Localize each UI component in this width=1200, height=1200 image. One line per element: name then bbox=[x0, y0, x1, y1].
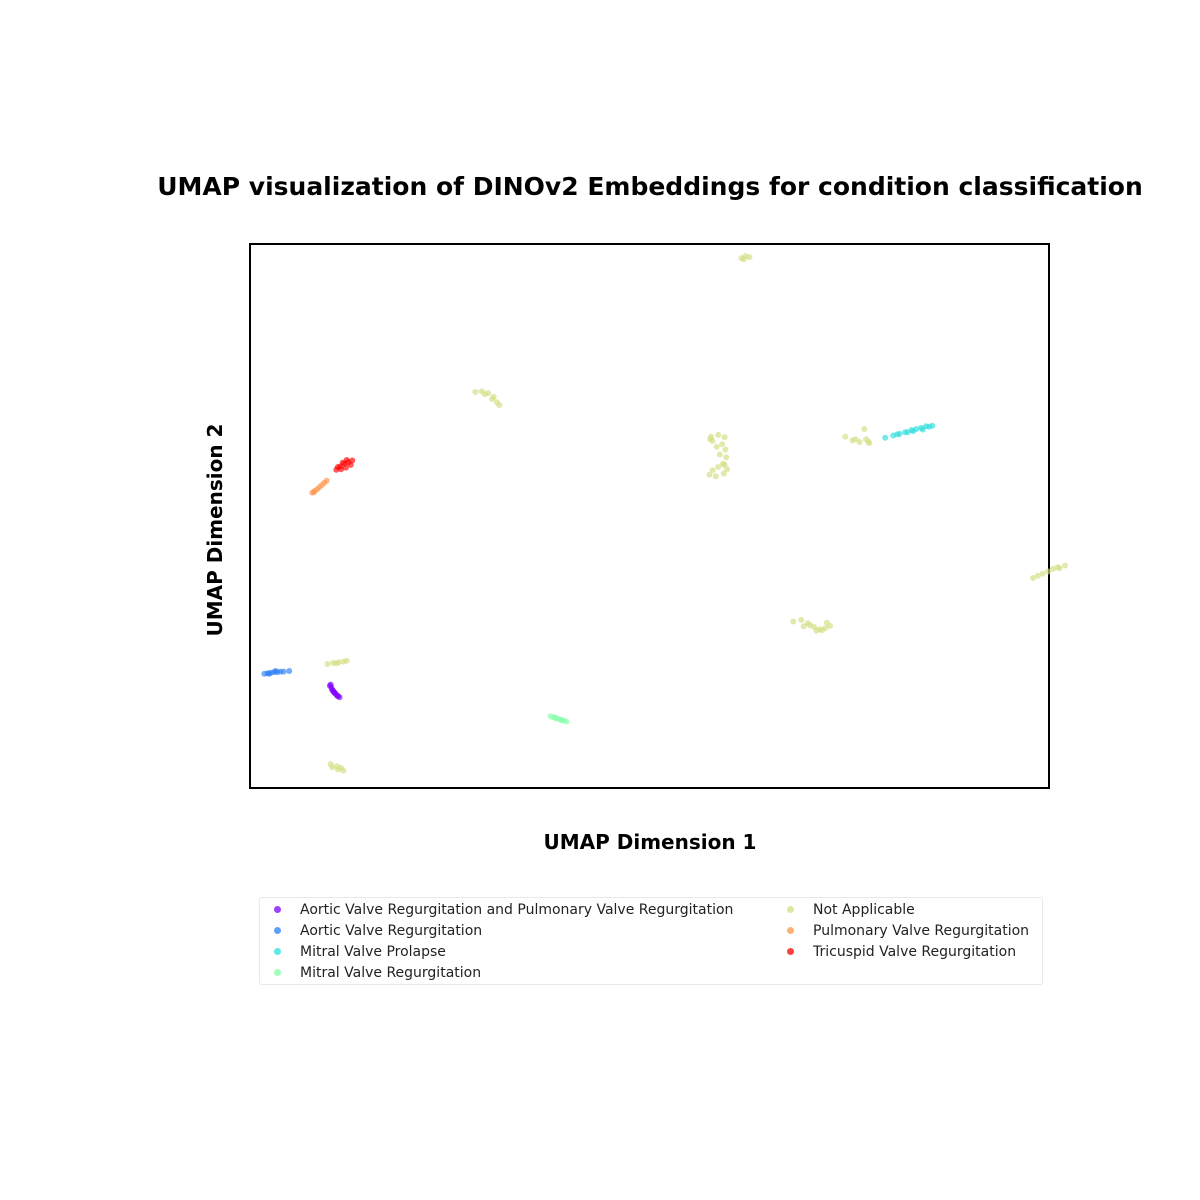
scatter-point-series-4 bbox=[790, 618, 797, 625]
scatter-point-series-2 bbox=[894, 431, 901, 438]
scatter-point-series-2 bbox=[882, 434, 889, 441]
scatter-point-series-6 bbox=[347, 461, 354, 468]
legend-item: Aortic Valve Regurgitation bbox=[260, 920, 482, 941]
legend-item: Mitral Valve Regurgitation bbox=[260, 962, 481, 983]
scatter-point-series-4 bbox=[721, 434, 728, 441]
scatter-point-series-4 bbox=[746, 254, 753, 261]
scatter-point-series-4 bbox=[1050, 565, 1056, 572]
scatter-point-series-4 bbox=[1030, 575, 1036, 581]
scatter-point-series-6 bbox=[342, 464, 349, 471]
legend-item: Tricuspid Valve Regurgitation bbox=[773, 941, 1016, 962]
scatter-point-series-4 bbox=[865, 438, 872, 445]
legend-marker bbox=[274, 906, 281, 913]
scatter-point-series-5 bbox=[310, 489, 317, 496]
chart-title: UMAP visualization of DINOv2 Embeddings … bbox=[157, 172, 1143, 201]
scatter-point-series-2 bbox=[919, 426, 926, 433]
scatter-point-series-4 bbox=[719, 441, 726, 448]
legend: Aortic Valve Regurgitation and Pulmonary… bbox=[259, 897, 1043, 985]
scatter-point-series-4 bbox=[343, 657, 350, 664]
scatter-point-series-1 bbox=[272, 668, 279, 674]
scatter-point-series-4 bbox=[324, 661, 331, 667]
legend-item: Pulmonary Valve Regurgitation bbox=[773, 920, 1029, 941]
scatter-point-series-6 bbox=[343, 457, 350, 463]
scatter-point-series-2 bbox=[929, 422, 936, 429]
scatter-point-series-0 bbox=[331, 689, 338, 696]
scatter-point-series-4 bbox=[472, 389, 479, 395]
legend-label: Aortic Valve Regurgitation bbox=[300, 922, 483, 939]
scatter-point-series-4 bbox=[333, 660, 340, 667]
scatter-point-series-4 bbox=[706, 471, 713, 478]
scatter-point-series-4 bbox=[712, 473, 719, 480]
scatter-point-series-4 bbox=[861, 426, 868, 432]
scatter-point-series-4 bbox=[329, 764, 336, 771]
scatter-point-series-4 bbox=[807, 622, 814, 629]
legend-label: Not Applicable bbox=[813, 901, 915, 918]
legend-marker bbox=[274, 927, 281, 934]
legend-item: Mitral Valve Prolapse bbox=[260, 941, 446, 962]
scatter-point-series-0 bbox=[327, 681, 334, 688]
x-axis-label: UMAP Dimension 1 bbox=[543, 830, 757, 854]
scatter-point-series-4 bbox=[496, 402, 503, 408]
legend-label: Pulmonary Valve Regurgitation bbox=[813, 922, 1030, 939]
scatter-point-series-4 bbox=[1056, 565, 1063, 572]
legend-marker bbox=[787, 927, 794, 934]
scatter-point-series-4 bbox=[1062, 562, 1068, 569]
scatter-point-series-4 bbox=[723, 454, 730, 461]
scatter-point-series-4 bbox=[715, 431, 722, 438]
scatter-point-series-5 bbox=[323, 477, 330, 484]
legend-label: Mitral Valve Prolapse bbox=[300, 943, 446, 960]
scatter-point-series-4 bbox=[709, 467, 716, 474]
scatter-point-series-4 bbox=[852, 436, 859, 443]
scatter-point-series-2 bbox=[904, 429, 911, 436]
scatter-point-series-4 bbox=[720, 470, 727, 477]
scatter-point-series-3 bbox=[563, 718, 570, 725]
scatter-point-series-4 bbox=[489, 396, 496, 402]
legend-item: Not Applicable bbox=[773, 899, 915, 920]
scatter-point-series-4 bbox=[798, 616, 805, 623]
scatter-point-series-4 bbox=[1039, 570, 1046, 577]
scatter-point-series-4 bbox=[813, 627, 820, 634]
scatter-point-series-4 bbox=[481, 391, 488, 398]
scatter-point-series-4 bbox=[842, 433, 849, 440]
scatter-point-series-2 bbox=[910, 428, 917, 435]
scatter-point-series-4 bbox=[715, 464, 722, 470]
scatter-point-series-4 bbox=[707, 436, 714, 443]
data-points bbox=[261, 253, 1068, 774]
legend-label: Mitral Valve Regurgitation bbox=[300, 964, 482, 981]
scatter-point-series-4 bbox=[819, 627, 826, 634]
scatter-point-series-4 bbox=[800, 623, 807, 630]
scatter-point-series-3 bbox=[558, 717, 565, 723]
legend-marker bbox=[274, 948, 281, 955]
scatter-point-series-4 bbox=[1045, 568, 1052, 575]
scatter-point-series-4 bbox=[338, 764, 345, 771]
legend-label: Aortic Valve Regurgitation and Pulmonary… bbox=[300, 901, 734, 918]
scatter-point-series-4 bbox=[721, 461, 728, 468]
legend-label: Tricuspid Valve Regurgitation bbox=[813, 943, 1017, 960]
scatter-point-series-1 bbox=[266, 670, 273, 677]
scatter-point-series-6 bbox=[338, 466, 345, 473]
plot-area-frame bbox=[249, 243, 1050, 789]
legend-marker bbox=[787, 906, 794, 913]
scatter-point-series-4 bbox=[716, 451, 723, 458]
scatter-point-series-4 bbox=[713, 443, 720, 450]
scatter-point-series-4 bbox=[722, 446, 729, 453]
legend-marker bbox=[274, 969, 281, 976]
scatter-point-series-1 bbox=[280, 668, 287, 675]
legend-item: Aortic Valve Regurgitation and Pulmonary… bbox=[260, 899, 733, 920]
scatter-point-series-0 bbox=[336, 694, 343, 701]
scatter-point-series-4 bbox=[1034, 572, 1041, 579]
scatter-point-series-4 bbox=[823, 619, 830, 626]
scatter-point-series-3 bbox=[552, 714, 559, 721]
legend-marker bbox=[787, 948, 794, 955]
scatter-point-series-1 bbox=[286, 668, 293, 674]
scatter-point-series-4 bbox=[740, 256, 747, 263]
